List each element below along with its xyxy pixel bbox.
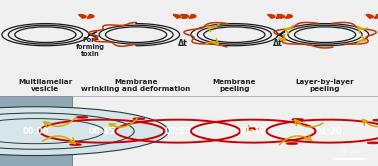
Text: 01:10: 01:10 xyxy=(240,127,266,136)
Polygon shape xyxy=(276,15,283,18)
Text: Δt: Δt xyxy=(273,39,283,47)
Text: Membrane
wrinkling and deformation: Membrane wrinkling and deformation xyxy=(81,79,191,92)
Polygon shape xyxy=(277,15,285,18)
Polygon shape xyxy=(173,15,181,18)
Polygon shape xyxy=(181,15,188,18)
Polygon shape xyxy=(189,15,196,18)
Text: Pore
forming
toxin: Pore forming toxin xyxy=(76,37,105,57)
Text: 10 μm: 10 μm xyxy=(340,149,359,154)
Polygon shape xyxy=(79,15,86,18)
Text: Multilamellar
vesicle: Multilamellar vesicle xyxy=(18,79,73,92)
Polygon shape xyxy=(70,144,81,145)
Text: 01:20: 01:20 xyxy=(316,127,342,136)
Polygon shape xyxy=(76,117,88,118)
Bar xyxy=(0,96,72,166)
Text: 00:45: 00:45 xyxy=(89,127,115,136)
Polygon shape xyxy=(268,15,275,18)
Polygon shape xyxy=(368,142,378,144)
Text: 00:50: 00:50 xyxy=(164,127,191,136)
Text: Δt: Δt xyxy=(178,39,188,47)
Polygon shape xyxy=(375,15,378,18)
Circle shape xyxy=(0,107,168,156)
Polygon shape xyxy=(286,15,292,18)
Polygon shape xyxy=(287,143,298,144)
Text: Layer-by-layer
peeling: Layer-by-layer peeling xyxy=(296,79,355,92)
Text: Membrane
peeling: Membrane peeling xyxy=(212,79,256,92)
Text: 00:00: 00:00 xyxy=(23,127,49,136)
Polygon shape xyxy=(292,119,304,120)
Polygon shape xyxy=(87,15,94,18)
Polygon shape xyxy=(247,128,258,129)
Polygon shape xyxy=(133,118,144,120)
Polygon shape xyxy=(182,15,188,18)
Polygon shape xyxy=(373,120,378,121)
Polygon shape xyxy=(366,15,373,18)
